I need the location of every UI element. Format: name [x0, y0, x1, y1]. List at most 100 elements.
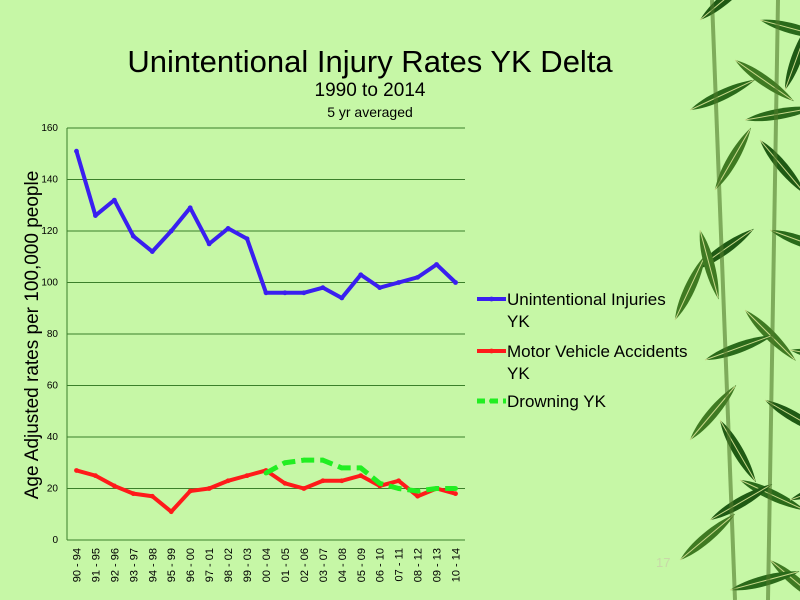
data-point	[320, 457, 326, 463]
y-tick-label: 160	[41, 123, 58, 134]
series	[263, 457, 458, 494]
bamboo-leaf-vein	[679, 514, 734, 561]
bamboo-leaf-vein	[689, 79, 754, 111]
slide-subtitle: 1990 to 2014	[314, 80, 426, 101]
data-point	[93, 473, 98, 479]
bamboo-leaf-vein	[784, 24, 800, 91]
data-point	[358, 465, 364, 471]
bamboo-stem	[710, 0, 737, 600]
x-tick-label: 09 - 13	[432, 548, 444, 582]
series-line	[75, 468, 457, 514]
x-tick-label: 01 - 05	[280, 548, 292, 582]
data-point	[396, 280, 402, 285]
bamboo-leaf-vein	[769, 559, 800, 600]
data-point	[225, 226, 231, 231]
data-point	[244, 473, 250, 479]
legend-label: YK	[507, 312, 530, 331]
y-tick-label: 20	[47, 484, 59, 495]
series-lines	[74, 148, 458, 515]
y-tick-label: 80	[47, 329, 59, 340]
x-tick-label: 92 - 96	[109, 548, 121, 582]
data-point	[263, 290, 269, 296]
bamboo-leaf-vein	[699, 0, 754, 21]
x-tick-label: 97 - 01	[204, 548, 216, 582]
x-tick-label: 95 - 99	[166, 548, 178, 582]
y-tick-label: 120	[41, 226, 58, 237]
data-point	[301, 290, 307, 296]
bamboo-leaf-vein	[744, 107, 800, 121]
slide-note: 5 yr averaged	[327, 104, 413, 120]
x-tick-label: 06 - 10	[375, 548, 387, 582]
data-point	[320, 478, 326, 484]
legend-label: YK	[507, 364, 530, 383]
data-point	[168, 509, 174, 515]
data-point	[320, 285, 326, 291]
data-point	[111, 197, 117, 203]
data-point	[358, 473, 364, 479]
bamboo-leaf-vein	[719, 419, 756, 481]
legend: Unintentional Injuries YK Motor Vehicle Ac…	[477, 290, 687, 411]
data-point	[339, 478, 345, 484]
x-tick-label: 96 - 00	[185, 548, 197, 582]
data-point	[244, 236, 250, 242]
legend-label: Drowning YK	[507, 392, 607, 411]
data-point	[339, 465, 345, 471]
bamboo-leaf-vein	[704, 335, 771, 361]
x-tick-label: 07 - 11	[394, 548, 406, 581]
x-tick-label: 04 - 08	[337, 548, 349, 582]
data-point	[74, 468, 79, 473]
x-tick-label: 00 - 04	[261, 548, 273, 582]
x-tick-label: 91 - 95	[90, 548, 102, 582]
data-point	[377, 480, 383, 486]
y-tick-label: 0	[52, 535, 58, 546]
data-point	[377, 285, 383, 291]
y-tick-label: 140	[41, 175, 58, 186]
y-tick-label: 40	[47, 432, 59, 443]
data-point	[111, 483, 117, 489]
data-point	[415, 488, 421, 494]
bamboo-leaf-vein	[764, 399, 800, 436]
x-tick-label: 93 - 97	[128, 548, 140, 582]
page-number: 17	[656, 555, 671, 570]
data-point	[149, 493, 155, 499]
x-tick-label: 02 - 06	[299, 548, 311, 582]
bamboo-leaf-vein	[699, 229, 719, 298]
data-point	[301, 457, 307, 463]
data-point	[396, 478, 402, 484]
data-point	[282, 290, 288, 296]
data-point	[396, 486, 402, 491]
data-point	[74, 148, 79, 154]
data-point	[301, 486, 307, 491]
legend-marker	[489, 296, 494, 302]
data-point	[453, 280, 458, 285]
x-tick-labels: 90 - 94 91 - 95 92 - 96 93 - 97 94 - 98 95 - …	[71, 548, 462, 582]
x-tick-label: 10 - 14	[451, 548, 463, 582]
x-tick-label: 03 - 07	[318, 548, 330, 582]
data-point	[168, 228, 174, 234]
bamboo-leaf-vein	[769, 229, 800, 255]
legend-marker	[489, 348, 494, 354]
legend-label: Motor Vehicle Accidents	[507, 342, 687, 361]
data-point	[187, 488, 193, 494]
data-point	[282, 480, 288, 486]
data-point	[93, 213, 98, 218]
legend-label: Unintentional Injuries	[507, 290, 666, 309]
data-point	[415, 274, 421, 280]
x-tick-label: 05 - 09	[356, 548, 368, 582]
data-point	[415, 493, 421, 499]
x-tick-label: 90 - 94	[71, 548, 83, 582]
bamboo-leaf-vein	[734, 59, 793, 101]
x-tick-label: 99 - 03	[242, 548, 254, 582]
data-point	[453, 486, 458, 491]
data-point	[339, 295, 345, 301]
gridlines	[66, 127, 465, 541]
legend-marker	[489, 398, 494, 404]
bamboo-leaf-vein	[729, 571, 798, 591]
bamboo-leaf-vein	[759, 139, 800, 194]
y-tick-label: 100	[41, 278, 58, 289]
bamboo-leaf-vein	[744, 309, 795, 360]
data-point	[453, 491, 458, 497]
